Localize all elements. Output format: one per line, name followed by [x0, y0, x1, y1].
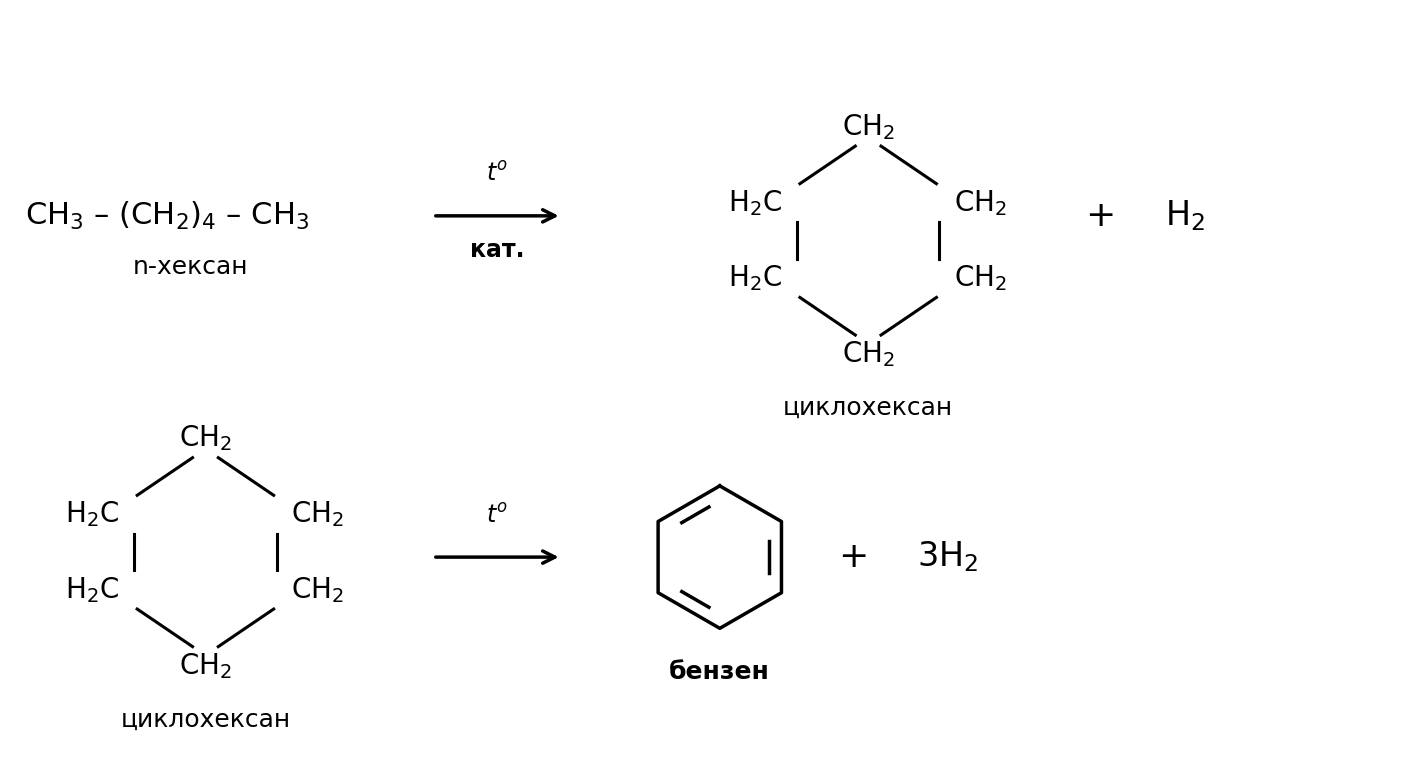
Text: n-хексан: n-хексан	[133, 255, 248, 279]
Text: бензен: бензен	[670, 660, 771, 684]
Text: $\mathregular{CH_2}$: $\mathregular{CH_2}$	[842, 339, 895, 369]
Text: кат.: кат.	[469, 238, 524, 261]
Text: +: +	[1086, 199, 1115, 233]
Text: $\mathregular{H_2C}$: $\mathregular{H_2C}$	[66, 575, 119, 604]
Text: $\mathregular{CH_2}$: $\mathregular{CH_2}$	[179, 424, 233, 453]
Text: $\mathregular{H_2C}$: $\mathregular{H_2C}$	[66, 500, 119, 530]
Text: $\mathregular{CH_2}$: $\mathregular{CH_2}$	[291, 575, 345, 604]
Text: +: +	[838, 540, 869, 574]
Text: $\mathregular{CH_2}$: $\mathregular{CH_2}$	[954, 263, 1007, 293]
Text: циклохексан: циклохексан	[120, 707, 290, 731]
Text: $t^o$: $t^o$	[486, 504, 509, 528]
Text: $\mathregular{CH_3}$ – $\mathregular{(CH_2)_4}$ – $\mathregular{CH_3}$: $\mathregular{CH_3}$ – $\mathregular{(CH…	[25, 200, 310, 232]
Text: $\mathregular{H_2C}$: $\mathregular{H_2C}$	[729, 188, 782, 218]
Text: $t^o$: $t^o$	[486, 162, 509, 186]
Text: $\mathregular{CH_2}$: $\mathregular{CH_2}$	[179, 651, 233, 681]
Text: $\mathregular{CH_2}$: $\mathregular{CH_2}$	[291, 500, 345, 530]
Text: $\mathregular{CH_2}$: $\mathregular{CH_2}$	[954, 188, 1007, 218]
Text: $\mathregular{H_2C}$: $\mathregular{H_2C}$	[729, 263, 782, 293]
Text: $\mathregular{3H_2}$: $\mathregular{3H_2}$	[916, 540, 978, 574]
Text: циклохексан: циклохексан	[783, 396, 953, 420]
Text: $\mathregular{H_2}$: $\mathregular{H_2}$	[1164, 198, 1205, 233]
Text: $\mathregular{CH_2}$: $\mathregular{CH_2}$	[842, 112, 895, 141]
